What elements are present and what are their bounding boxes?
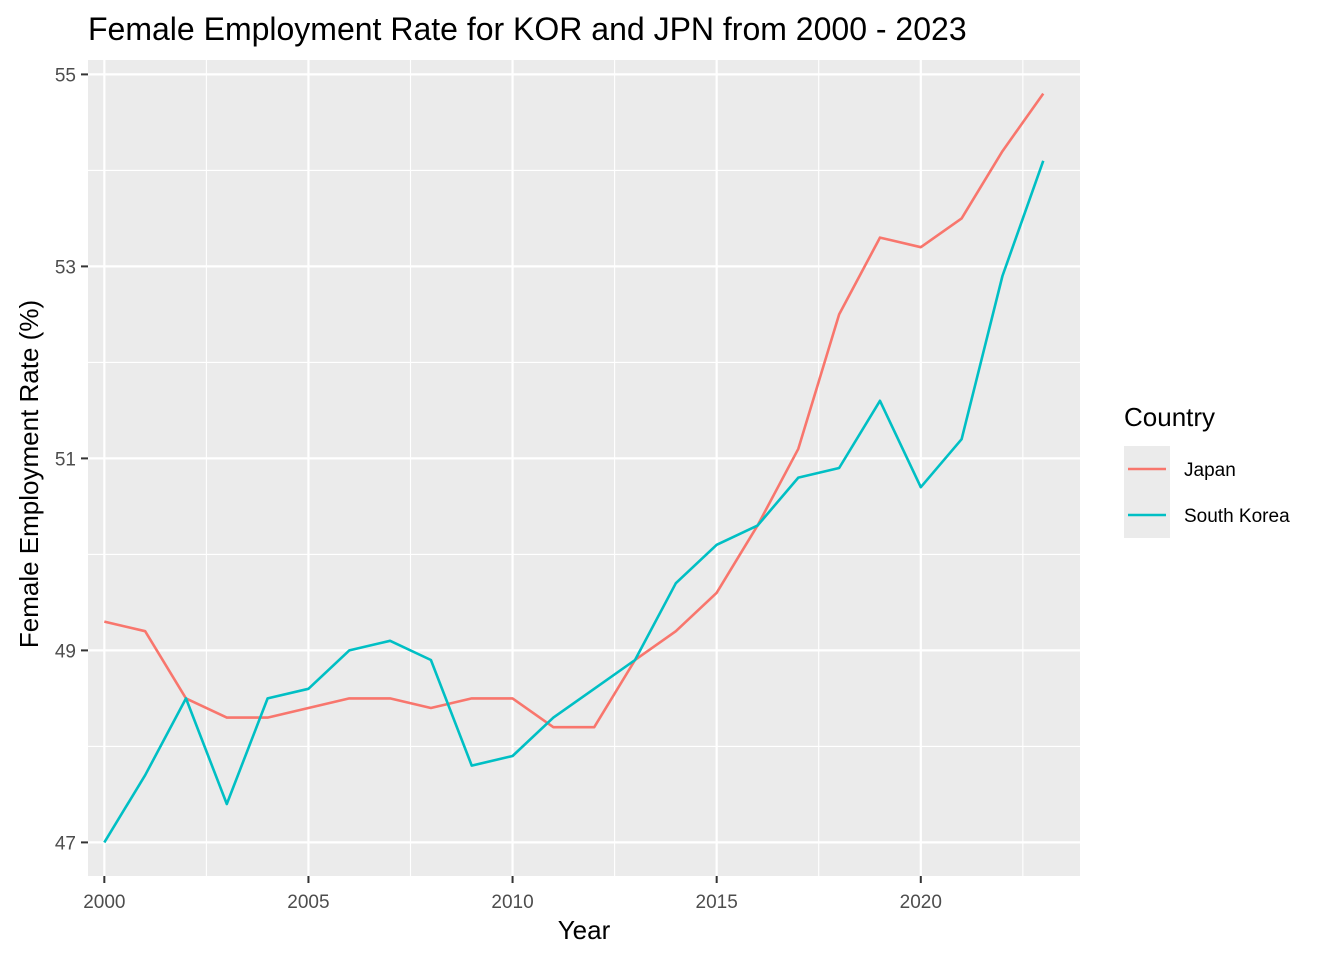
x-axis-title: Year — [558, 915, 611, 945]
legend-label: South Korea — [1184, 506, 1290, 527]
y-tick-label: 53 — [55, 257, 76, 278]
chart-title: Female Employment Rate for KOR and JPN f… — [88, 11, 967, 47]
y-tick-label: 51 — [55, 449, 76, 470]
y-tick-label: 49 — [55, 641, 76, 662]
x-tick-label: 2020 — [900, 892, 942, 913]
x-tick-label: 2005 — [287, 892, 329, 913]
legend: Country Japan South Korea — [1124, 402, 1290, 538]
plot-panel — [88, 60, 1080, 876]
y-tick-label: 47 — [55, 833, 76, 854]
legend-title: Country — [1124, 402, 1215, 432]
x-tick-label: 2000 — [83, 892, 125, 913]
series-lines — [103, 92, 1045, 844]
gridlines — [88, 60, 1080, 876]
y-tick-label: 55 — [55, 65, 76, 86]
legend-label: Japan — [1184, 460, 1236, 481]
x-axis: 2000 2005 2010 2015 2020 — [83, 876, 942, 913]
x-tick-label: 2010 — [491, 892, 533, 913]
y-axis-title: Female Employment Rate (%) — [14, 300, 44, 648]
x-tick-label: 2015 — [696, 892, 738, 913]
series-line-south-korea — [103, 160, 1045, 844]
y-axis: 47 49 51 53 55 — [55, 65, 88, 854]
